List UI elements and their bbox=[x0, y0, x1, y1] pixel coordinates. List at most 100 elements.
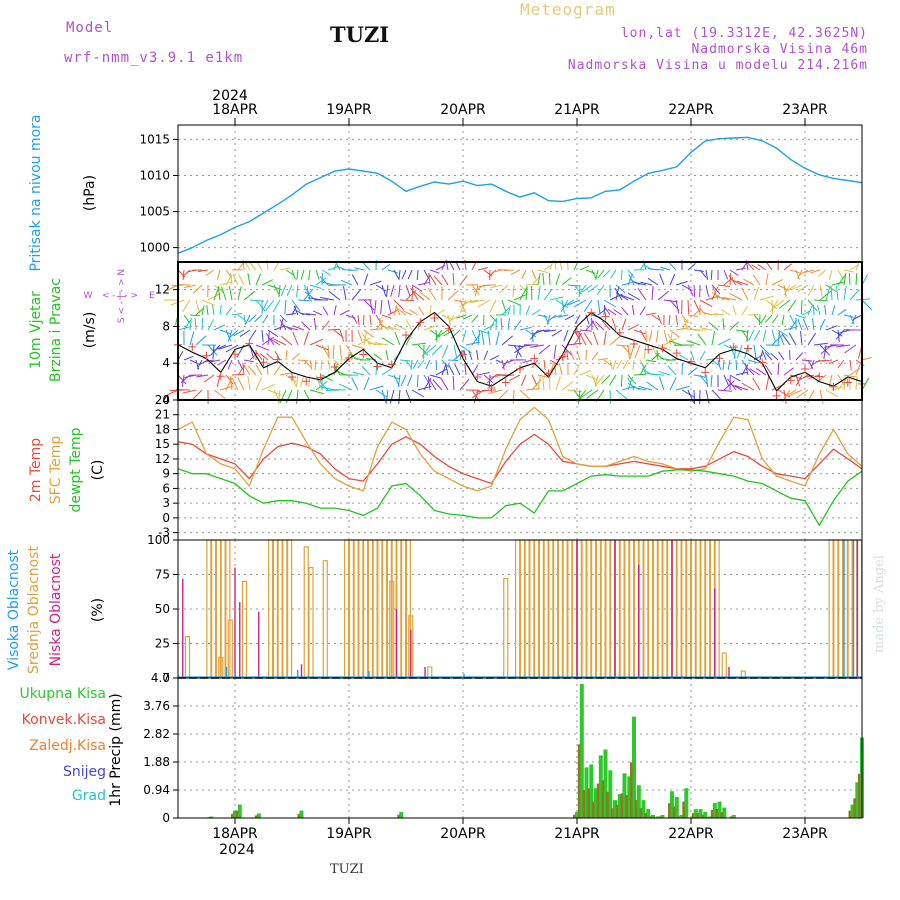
wind-vector bbox=[668, 262, 677, 271]
wind-vector bbox=[265, 299, 275, 312]
wind-vector bbox=[375, 284, 387, 292]
precip-conv-bar bbox=[720, 812, 723, 818]
wind-vector bbox=[395, 323, 407, 331]
mid-cloud-bar bbox=[671, 539, 677, 678]
wind-vector bbox=[855, 375, 858, 391]
wind-vector bbox=[596, 284, 605, 296]
wind-vector bbox=[687, 367, 698, 376]
precip-bar bbox=[622, 773, 627, 818]
wind-vector bbox=[615, 389, 628, 400]
wind-vector bbox=[693, 284, 696, 298]
wind-vector bbox=[849, 359, 852, 370]
wind-vector bbox=[586, 389, 599, 399]
wind-vector bbox=[717, 389, 732, 392]
wind-vector bbox=[411, 389, 425, 398]
bottom-day-label: 22APR bbox=[668, 826, 714, 842]
wind-vector bbox=[411, 342, 426, 346]
wind-vector bbox=[297, 299, 313, 302]
wind-vector bbox=[284, 299, 287, 315]
wind-vector bbox=[386, 284, 389, 297]
wind-vector bbox=[836, 286, 839, 301]
wind-vector bbox=[507, 318, 510, 331]
precip-legend-item: Snijeg bbox=[63, 764, 106, 780]
wind-vector bbox=[262, 314, 269, 324]
wind-vector bbox=[361, 365, 371, 376]
wind-vector bbox=[497, 389, 509, 401]
precip-legend-item: Konvek.Kisa bbox=[22, 712, 106, 728]
wind-gust-marker bbox=[530, 354, 539, 363]
precip-bar bbox=[598, 755, 603, 818]
wind-vector bbox=[357, 314, 360, 326]
precip-conv-bar bbox=[644, 813, 647, 818]
wind-vector bbox=[490, 284, 503, 289]
wind-vector bbox=[675, 327, 688, 331]
temp-line-2 bbox=[177, 468, 863, 527]
wind-vector bbox=[388, 326, 401, 331]
wind-vector bbox=[729, 292, 743, 301]
wind-vector bbox=[481, 331, 485, 346]
wind-vector bbox=[621, 344, 632, 356]
wind-vector bbox=[735, 267, 746, 271]
wind-vector bbox=[301, 321, 311, 331]
mid-cloud-bar bbox=[377, 539, 383, 678]
wind-vector bbox=[520, 374, 527, 387]
wind-vector bbox=[238, 274, 245, 286]
wind-vector bbox=[382, 325, 395, 331]
wind-vector bbox=[573, 364, 580, 376]
wind-vector bbox=[322, 281, 335, 286]
wind-gust-marker bbox=[430, 314, 439, 323]
wind-vector bbox=[705, 389, 710, 404]
wind-vector bbox=[182, 269, 185, 281]
wind-vector bbox=[633, 329, 646, 335]
wind-vector bbox=[399, 359, 411, 362]
precip-conv-bar bbox=[235, 810, 239, 818]
precip-conv-bar bbox=[397, 814, 400, 818]
mid-cloud-bar bbox=[605, 539, 611, 678]
station-title: TUZI bbox=[330, 22, 390, 47]
precip-conv-bar bbox=[858, 773, 861, 818]
precip-conv-bar bbox=[254, 815, 258, 818]
wind-vector bbox=[837, 275, 846, 286]
wind-vector bbox=[483, 350, 489, 361]
wind-vector bbox=[296, 269, 299, 280]
wind-vector bbox=[351, 377, 359, 391]
wind-vector bbox=[412, 359, 419, 369]
wind-vector bbox=[778, 351, 785, 361]
wind-vector bbox=[374, 342, 389, 346]
wind-vector bbox=[764, 364, 773, 376]
wind-vector bbox=[637, 288, 647, 301]
wind-vector bbox=[553, 344, 557, 359]
wind-vector bbox=[261, 299, 269, 313]
wind-vector bbox=[697, 333, 707, 346]
cloud-tick-label: 100 bbox=[147, 533, 170, 547]
precip-conv-bar bbox=[710, 809, 714, 818]
wind-vector bbox=[789, 314, 795, 325]
wind-vector bbox=[783, 263, 793, 271]
model-elevation-label: Nadmorska Visina u modelu 214.216m bbox=[567, 58, 868, 73]
wind-vector bbox=[537, 376, 541, 391]
wind-vector bbox=[693, 389, 696, 405]
wind-vector bbox=[634, 344, 641, 359]
wind-vector bbox=[519, 287, 528, 301]
wind-vector bbox=[405, 332, 413, 346]
precip-bar bbox=[399, 812, 404, 818]
wind-vector bbox=[643, 344, 647, 359]
wind-vector bbox=[196, 374, 209, 378]
precip-bar bbox=[589, 764, 594, 818]
wind-vector bbox=[717, 338, 731, 346]
wind-vector bbox=[266, 353, 275, 361]
model-name: wrf-nmm_v3.9.1 e1km bbox=[64, 50, 244, 66]
wind-vector bbox=[451, 329, 461, 339]
wind-vector bbox=[549, 375, 551, 391]
wind-vector bbox=[501, 359, 505, 370]
mid-cloud-bar bbox=[282, 539, 288, 678]
wind-vector bbox=[409, 309, 419, 316]
wind-vector bbox=[621, 307, 629, 316]
wind-vector bbox=[788, 389, 803, 397]
wind-vector bbox=[679, 354, 689, 361]
wind-vector bbox=[762, 350, 767, 361]
mid-cloud-bar bbox=[553, 539, 559, 678]
wind-vector bbox=[596, 374, 605, 385]
wind-vector bbox=[721, 309, 731, 316]
wind-vector bbox=[771, 299, 774, 315]
